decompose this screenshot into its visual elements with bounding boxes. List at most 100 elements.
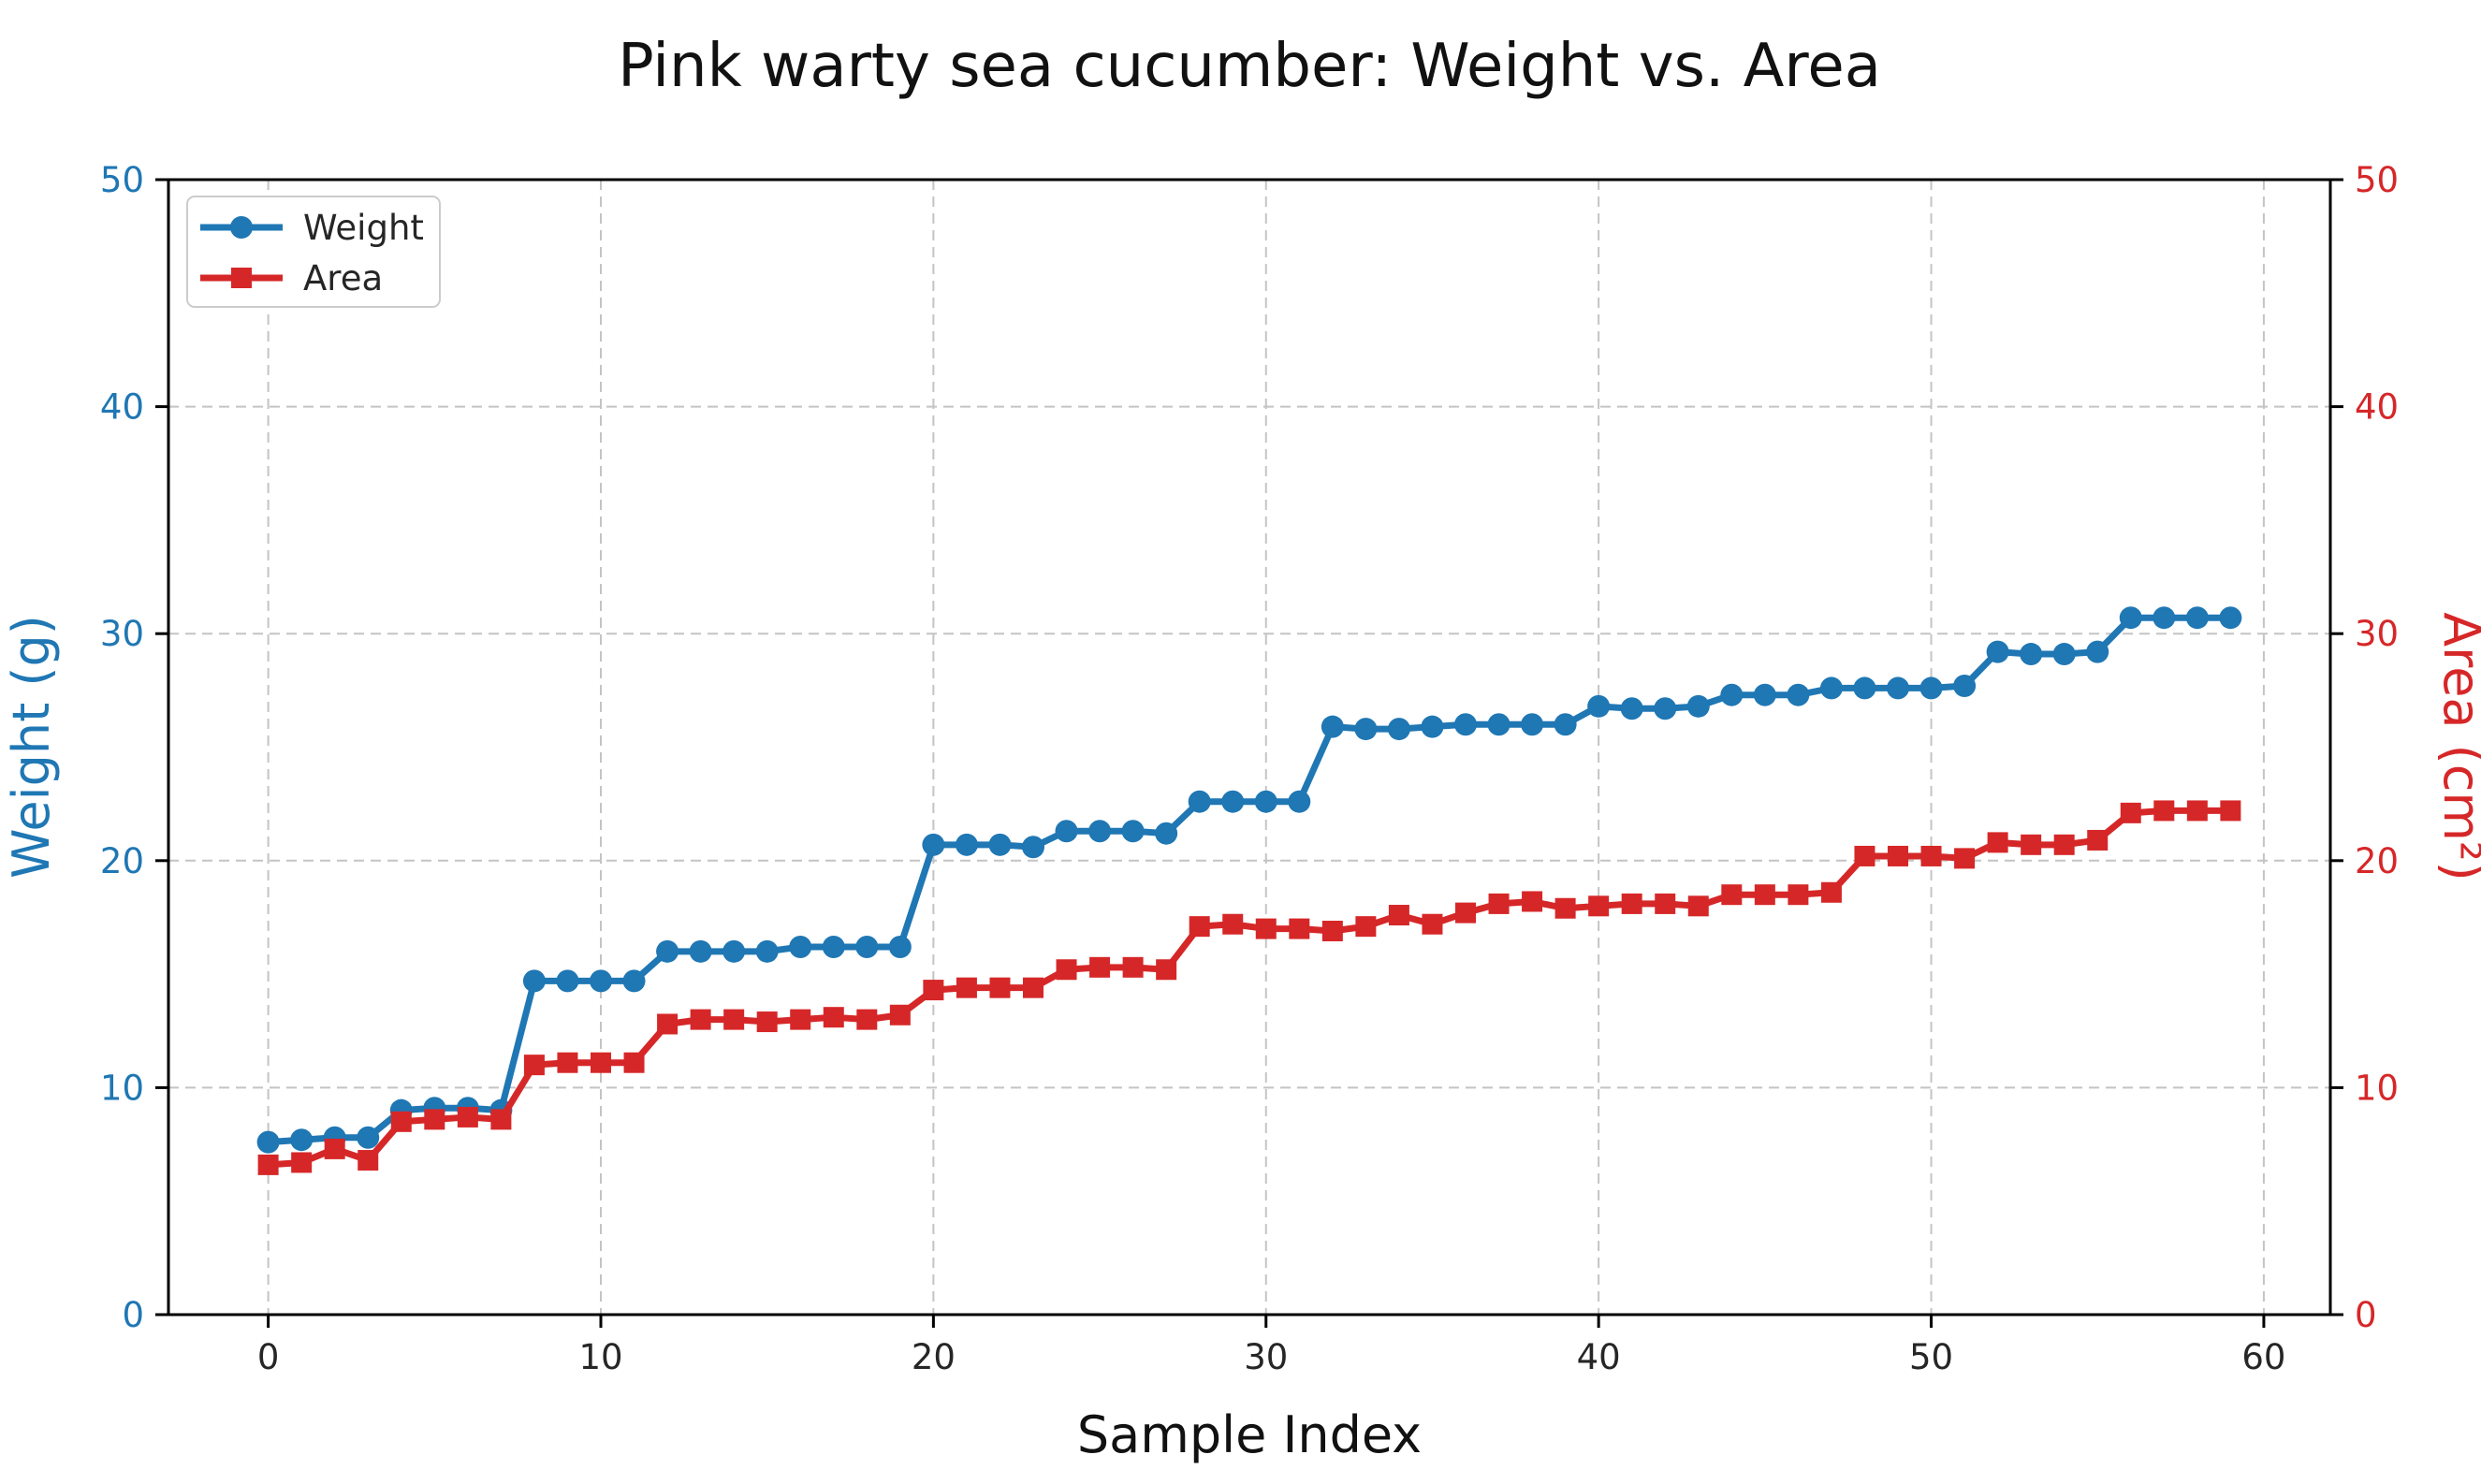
area-data-point (723, 1009, 745, 1030)
weight-data-point (1587, 694, 1611, 718)
area-data-point (1788, 884, 1809, 906)
weight-data-point (1654, 697, 1677, 720)
y-left-tick-label: 20 (100, 841, 144, 881)
area-data-point (1355, 916, 1377, 938)
weight-data-point (1986, 640, 2009, 663)
x-tick-label: 60 (2241, 1337, 2285, 1377)
x-tick-label: 30 (1244, 1337, 1288, 1377)
area-data-point (490, 1109, 512, 1130)
x-tick-label: 50 (1909, 1337, 1953, 1377)
area-data-point (889, 1004, 911, 1026)
area-data-point (457, 1106, 478, 1128)
weight-data-point (256, 1130, 280, 1154)
area-data-point (1554, 897, 1576, 919)
area-data-point (1422, 913, 1443, 935)
weight-data-point (2219, 606, 2242, 630)
area-data-point (2021, 834, 2042, 855)
y-right-tick-label: 20 (2355, 841, 2399, 881)
weight-data-point (590, 969, 612, 993)
area-data-point (856, 1009, 878, 1030)
weight-data-point (1620, 697, 1643, 720)
area-data-point (358, 1150, 379, 1171)
weight-data-point (1521, 713, 1544, 736)
area-data-point (1854, 845, 1875, 866)
legend-area-marker (231, 268, 252, 288)
area-data-point (1920, 845, 1942, 866)
weight-data-point (822, 935, 845, 958)
weight-data-point (1387, 718, 1410, 741)
x-tick-label: 0 (257, 1337, 280, 1377)
weight-data-point (2185, 606, 2209, 630)
y-left-tick-label: 50 (100, 160, 144, 200)
weight-data-point (789, 935, 812, 958)
area-data-point (1089, 956, 1111, 978)
weight-data-point (556, 969, 579, 993)
weight-data-point (855, 935, 879, 958)
area-data-point (623, 1052, 645, 1073)
legend-label-area: Area (303, 258, 383, 298)
weight-data-point (1421, 715, 1444, 738)
weight-data-point (1919, 677, 1943, 700)
weight-data-point (290, 1128, 314, 1152)
y-axis-label-right: Area (cm²) (2432, 612, 2481, 881)
y-right-tick-label: 30 (2355, 614, 2399, 654)
weight-data-point (1819, 677, 1843, 700)
area-data-point (2087, 829, 2109, 851)
legend-weight-marker (230, 216, 253, 239)
y-right-tick-label: 0 (2355, 1295, 2377, 1335)
weight-data-point (1155, 822, 1178, 845)
y-left-tick-label: 30 (100, 614, 144, 654)
area-data-point (1289, 918, 1310, 939)
area-data-point (1455, 902, 1476, 924)
area-data-point (324, 1138, 345, 1159)
weight-data-point (1487, 713, 1510, 736)
area-data-point (1222, 913, 1244, 935)
area-data-point (2053, 834, 2075, 855)
y-left-tick-label: 10 (100, 1068, 144, 1108)
area-data-point (1122, 956, 1144, 978)
area-data-point (1189, 916, 1210, 938)
weight-data-point (1787, 683, 1810, 706)
weight-data-point (1022, 836, 1044, 859)
area-data-point (790, 1009, 811, 1030)
area-data-point (1954, 848, 1976, 869)
weight-data-point (1953, 674, 1977, 697)
weight-data-point (1554, 713, 1577, 736)
area-data-point (956, 977, 977, 998)
area-data-point (424, 1109, 445, 1130)
area-data-point (1621, 893, 1642, 914)
weight-data-point (1354, 718, 1378, 741)
area-data-point (690, 1009, 711, 1030)
weight-data-point (689, 939, 712, 963)
x-tick-label: 40 (1577, 1337, 1621, 1377)
weight-data-point (2119, 606, 2142, 630)
area-data-point (390, 1111, 412, 1132)
weight-data-point (1753, 683, 1776, 706)
y-right-tick-label: 10 (2355, 1068, 2399, 1108)
area-data-point (1388, 905, 1409, 926)
weight-data-point (2052, 643, 2076, 666)
area-data-point (1820, 881, 1842, 903)
x-axis-label: Sample Index (1077, 1405, 1422, 1464)
weight-data-point (622, 969, 646, 993)
area-data-point (1023, 977, 1043, 998)
area-data-point (756, 1011, 778, 1033)
area-data-point (1888, 845, 1908, 866)
area-data-point (1987, 832, 2008, 853)
weight-data-point (2153, 606, 2176, 630)
area-data-point (523, 1055, 545, 1076)
area-data-point (823, 1007, 844, 1028)
y-axis-label-left: Weight (g) (2, 615, 61, 879)
weight-data-point (1254, 790, 1277, 813)
y-left-tick-label: 0 (122, 1295, 144, 1335)
area-data-point (989, 977, 1011, 998)
weight-data-point (1321, 715, 1344, 738)
area-data-point (1156, 959, 1177, 981)
area-data-point (1255, 918, 1277, 939)
area-data-point (1655, 893, 1676, 914)
weight-data-point (722, 939, 746, 963)
weight-data-point (1121, 820, 1145, 843)
area-data-point (1488, 893, 1510, 914)
weight-data-point (955, 833, 978, 856)
